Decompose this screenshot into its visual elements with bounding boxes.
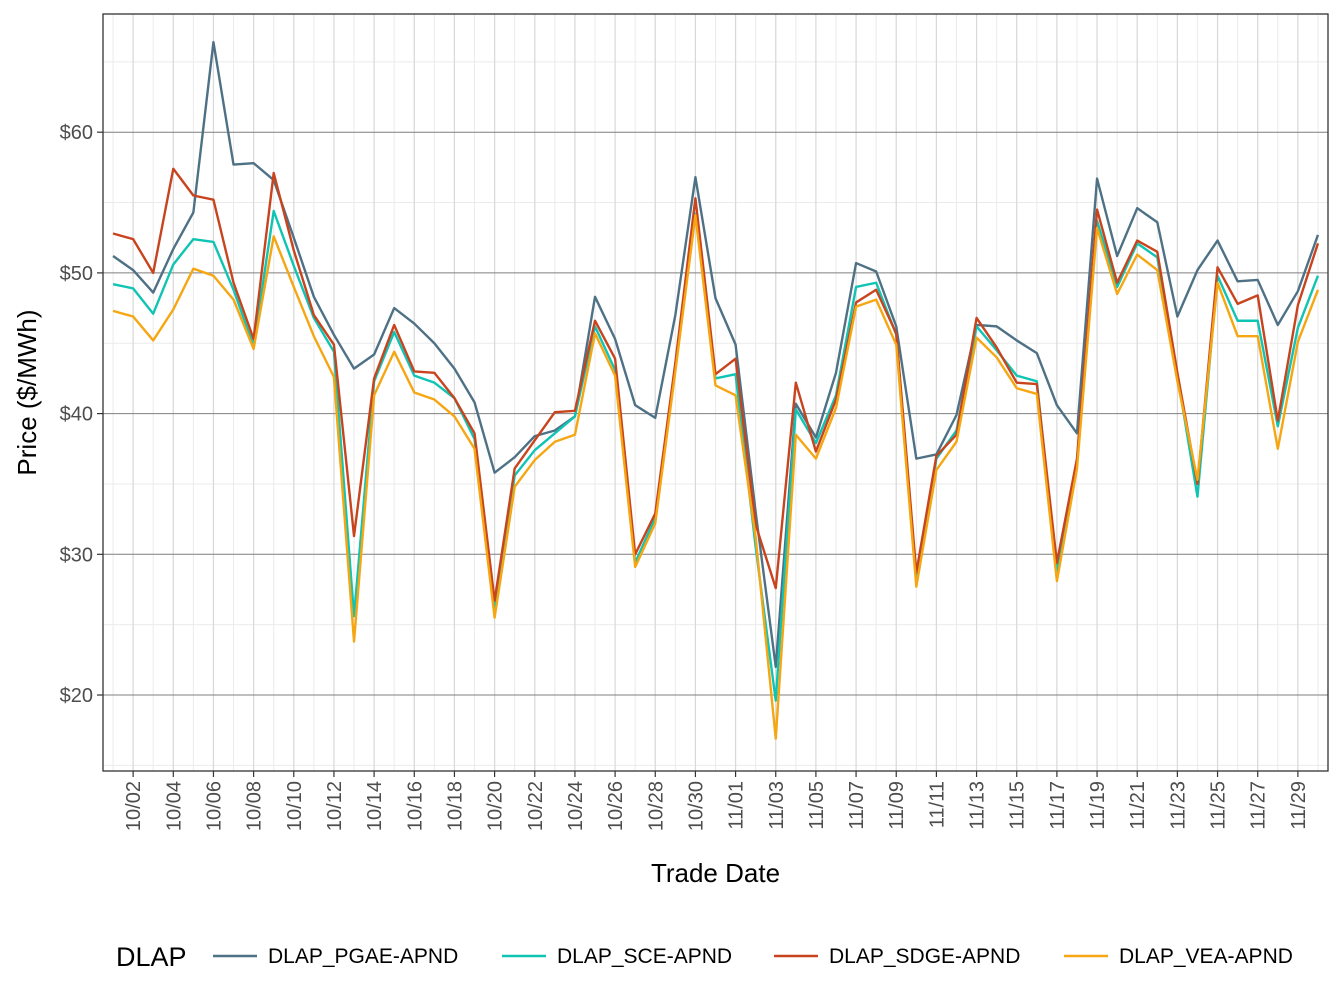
x-tick-label: 11/07 xyxy=(846,781,868,830)
series-lines xyxy=(112,40,1320,740)
x-tick-label: 10/30 xyxy=(685,781,707,831)
x-tick-label: 11/13 xyxy=(967,781,989,830)
x-tick-label: 10/12 xyxy=(324,781,346,831)
x-tick-label: 10/06 xyxy=(203,781,225,831)
y-tick-label: $20 xyxy=(60,685,93,707)
x-tick-label: 10/14 xyxy=(364,781,386,831)
x-tick-label: 11/23 xyxy=(1167,781,1189,830)
x-tick-label: 11/09 xyxy=(886,781,908,830)
x-tick-label: 11/15 xyxy=(1007,781,1029,830)
series-line-dlap-pgae-apnd xyxy=(112,40,1320,669)
series-line-dlap-vea-apnd xyxy=(112,214,1320,740)
legend-label: DLAP_SDGE-APND xyxy=(829,945,1020,968)
x-tick-label: 11/17 xyxy=(1047,781,1069,830)
major-gridlines xyxy=(103,14,1328,771)
x-tick-label: 11/03 xyxy=(766,781,788,830)
x-axis: 10/02 10/04 10/06 10/08 10/10 10/12 10/14 10/16… xyxy=(123,771,1310,831)
legend-label: DLAP_PGAE-APND xyxy=(268,945,458,968)
x-tick-label: 11/29 xyxy=(1288,781,1310,830)
y-axis-title: Price ($/MWh) xyxy=(12,309,42,475)
x-tick-label: 11/21 xyxy=(1127,781,1149,830)
y-axis: $20 $30 $40 $50 $60 xyxy=(60,122,103,707)
x-tick-label: 10/22 xyxy=(525,781,547,831)
legend-label: DLAP_SCE-APND xyxy=(557,945,732,968)
legend-title: DLAP xyxy=(116,942,187,972)
x-tick-label: 10/04 xyxy=(163,781,185,831)
x-tick-label: 11/11 xyxy=(926,781,948,828)
x-tick-label: 11/27 xyxy=(1248,781,1270,830)
x-tick-label: 10/24 xyxy=(565,781,587,831)
legend: DLAP DLAP_PGAE-APND DLAP_SCE-APND DLAP_SDG… xyxy=(116,942,1293,972)
y-tick-label: $40 xyxy=(60,404,93,426)
y-tick-label: $30 xyxy=(60,544,93,566)
x-tick-label: 10/10 xyxy=(284,781,306,831)
legend-label: DLAP_VEA-APND xyxy=(1119,945,1293,968)
plot-border xyxy=(102,13,1329,772)
series-line-dlap-sdge-apnd xyxy=(112,167,1320,602)
x-tick-label: 10/26 xyxy=(605,781,627,831)
x-tick-label: 10/20 xyxy=(485,781,507,831)
x-tick-label: 11/05 xyxy=(806,781,828,830)
y-tick-label: $50 xyxy=(60,263,93,285)
x-tick-label: 11/25 xyxy=(1208,781,1230,830)
x-tick-label: 10/18 xyxy=(444,781,466,831)
x-tick-label: 10/08 xyxy=(244,781,266,831)
x-tick-label: 10/02 xyxy=(123,781,145,831)
x-tick-label: 10/28 xyxy=(645,781,667,831)
x-tick-label: 11/01 xyxy=(726,781,748,830)
x-tick-label: 10/16 xyxy=(404,781,426,831)
y-tick-label: $60 xyxy=(60,122,93,144)
x-tick-label: 11/19 xyxy=(1087,781,1109,830)
x-axis-title: Trade Date xyxy=(651,858,780,888)
